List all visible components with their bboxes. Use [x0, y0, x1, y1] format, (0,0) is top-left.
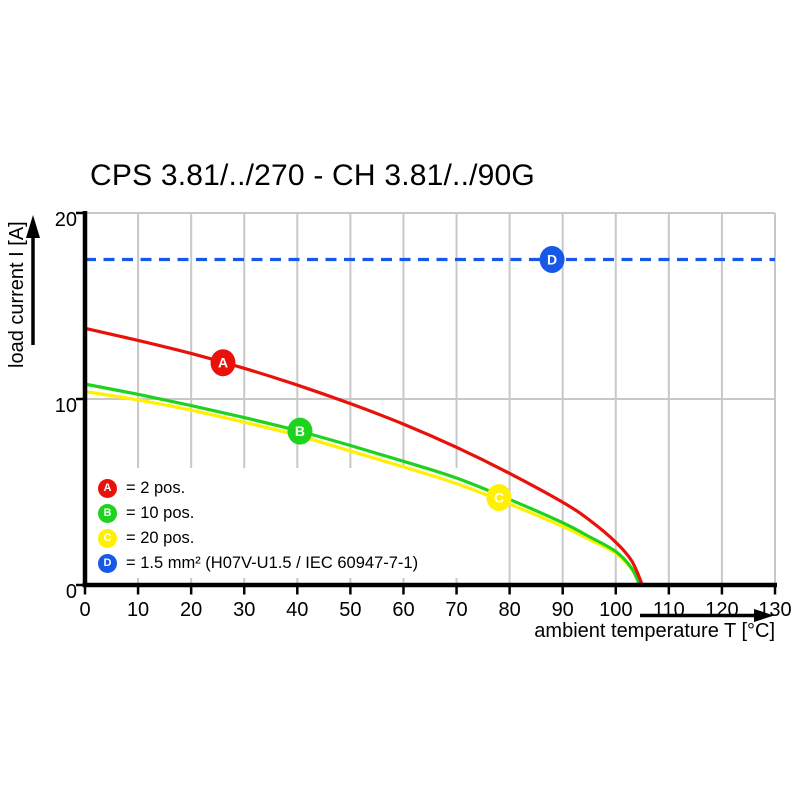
y-tick-label: 10: [55, 395, 77, 417]
curve-A: [84, 326, 644, 586]
marker-D: [539, 246, 565, 273]
marker-C: [486, 484, 512, 512]
x-tick-label: 0: [79, 599, 90, 621]
x-tick-label: 10: [127, 599, 149, 621]
x-tick-label: 80: [498, 599, 520, 621]
marker-D-label: D: [547, 252, 557, 268]
x-tick-label: 100: [599, 599, 632, 621]
x-tick-label: 90: [552, 599, 574, 621]
legend-marker-letter: A: [103, 482, 112, 494]
x-axis-arrowhead-icon: [754, 609, 774, 622]
y-axis-title: load current I [A]: [6, 221, 28, 368]
x-axis-title: ambient temperature T [°C]: [534, 620, 775, 642]
legend-label-a: = 2 pos.: [126, 479, 186, 497]
x-tick-label: 20: [180, 599, 202, 621]
legend-marker-letter: B: [103, 507, 112, 519]
x-tick-label: 110: [653, 599, 685, 621]
legend-item-b: B = 10 pos.: [98, 501, 418, 526]
x-tick-label: 60: [392, 599, 414, 621]
legend-marker-a-icon: A: [98, 479, 117, 498]
legend-marker-c-icon: C: [98, 529, 117, 548]
curve-C: [84, 389, 642, 586]
legend-item-a: A = 2 pos.: [98, 476, 418, 501]
legend-marker-b-icon: B: [98, 504, 117, 523]
chart-legend: A = 2 pos. B = 10 pos. C = 20 pos. D = 1…: [98, 476, 418, 576]
marker-B: [287, 417, 313, 445]
legend-label-b: = 10 pos.: [126, 504, 195, 522]
x-tick-label: 120: [705, 599, 738, 621]
legend-marker-letter: C: [103, 532, 112, 544]
legend-marker-letter: D: [103, 557, 112, 569]
y-axis-arrowhead-icon: [26, 215, 40, 238]
legend-label-d: = 1.5 mm² (H07V-U1.5 / IEC 60947-7-1): [126, 554, 419, 572]
legend-label-c: = 20 pos.: [126, 529, 195, 547]
marker-C-label: C: [494, 490, 504, 506]
marker-B-label: B: [295, 423, 305, 439]
y-tick-label: 20: [55, 209, 77, 231]
chart-title: CPS 3.81/../270 - CH 3.81/../90G: [90, 159, 535, 192]
curve-B: [84, 382, 642, 586]
legend-background: [87, 468, 499, 578]
x-tick-label: 50: [339, 599, 361, 621]
legend-item-c: C = 20 pos.: [98, 526, 418, 551]
marker-A-label: A: [218, 355, 228, 371]
marker-A: [210, 349, 236, 377]
x-tick-label: 40: [286, 599, 308, 621]
y-tick-label: 0: [66, 581, 77, 603]
legend-item-d: D = 1.5 mm² (H07V-U1.5 / IEC 60947-7-1): [98, 551, 418, 576]
legend-marker-d-icon: D: [98, 554, 117, 573]
x-tick-label: 70: [445, 599, 467, 621]
x-tick-label: 30: [233, 599, 255, 621]
